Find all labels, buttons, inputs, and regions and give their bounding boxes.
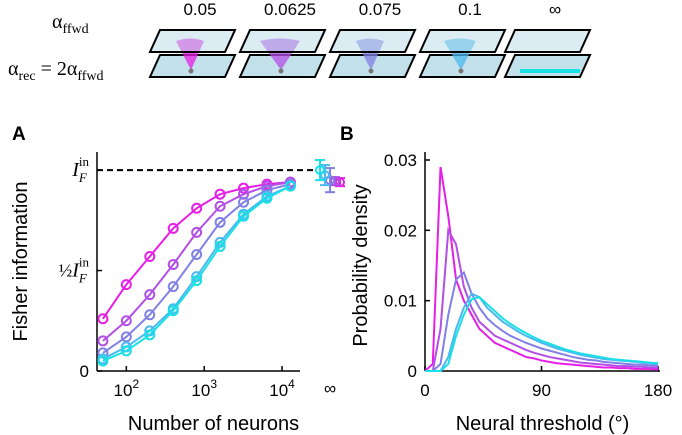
marker: [191, 202, 203, 214]
base: 10: [114, 381, 133, 400]
equals: = 2α: [36, 58, 78, 80]
plane: [238, 29, 327, 53]
tick-label: 0.01: [384, 292, 417, 311]
series-line: [425, 296, 659, 372]
marker: [97, 313, 109, 325]
tick-label: ½IFin: [59, 255, 90, 286]
tick-label: 104: [269, 377, 295, 400]
network-icon: [328, 29, 417, 78]
legend-entry: 0.05: [183, 0, 216, 19]
marker: [214, 240, 226, 252]
marker: [238, 182, 250, 194]
sup: in: [79, 154, 90, 169]
marker: [214, 200, 226, 212]
limit-label: ∞: [324, 379, 336, 398]
symbol: α: [8, 58, 19, 80]
tick-label: 103: [191, 377, 217, 400]
tick-label: 0: [80, 362, 89, 381]
tick-label: 0.02: [384, 221, 417, 240]
marker: [167, 259, 179, 271]
series-line: [424, 166, 659, 372]
plane: [503, 29, 592, 53]
series-line: [425, 226, 658, 372]
cone-tip: [458, 68, 464, 74]
marker: [120, 331, 132, 343]
sup: in: [79, 255, 90, 270]
tick-label: 180: [644, 381, 672, 400]
marker: [144, 309, 156, 321]
legend-entry: 0.075: [359, 0, 402, 19]
base: 10: [191, 381, 210, 400]
marker: [238, 210, 250, 222]
tick-label: 0: [420, 381, 429, 400]
plane: [328, 29, 417, 53]
subscript: ffwd: [62, 22, 88, 37]
marker: [238, 196, 250, 208]
tick-label: 0: [408, 362, 417, 381]
tick-label: IFin: [71, 154, 89, 185]
plane: [148, 29, 237, 53]
base: 10: [269, 381, 288, 400]
plane: [418, 29, 507, 53]
marker: [167, 305, 179, 317]
cone-tip: [278, 68, 284, 74]
marker: [284, 180, 296, 192]
sup: 4: [288, 377, 295, 391]
sup: 2: [132, 377, 139, 391]
marker: [97, 355, 109, 367]
marker: [120, 345, 132, 357]
x-axis-label: Neural threshold (°): [456, 413, 630, 435]
alpha-ffwd-label: αffwd: [52, 11, 89, 37]
marker: [214, 216, 226, 228]
marker: [214, 188, 226, 200]
panel-label: A: [12, 124, 26, 145]
symbol: α: [52, 11, 63, 33]
plane: [503, 54, 592, 78]
marker: [167, 222, 179, 234]
y-axis-label: Fisher information: [10, 181, 32, 341]
base: I: [71, 260, 80, 282]
panel-label: B: [340, 124, 354, 145]
marker: [144, 250, 156, 262]
series-line: [102, 181, 291, 320]
prefix: ½: [59, 261, 73, 281]
sub: F: [78, 170, 88, 185]
subscript: ffwd: [77, 69, 103, 84]
marker: [261, 192, 273, 204]
limit-marker: [315, 165, 325, 176]
network-icon: [148, 29, 237, 78]
series-line: [102, 185, 291, 362]
network-icon: [238, 29, 327, 78]
cone-tip: [188, 68, 194, 74]
tick-label: 0.03: [384, 151, 417, 170]
y-axis-label: Probability density: [350, 184, 372, 346]
network-icon: [503, 29, 592, 78]
marker: [167, 281, 179, 293]
marker: [191, 226, 203, 238]
tick-label: 102: [114, 377, 140, 400]
marker: [144, 329, 156, 341]
sub: F: [78, 271, 88, 286]
x-axis-label: Number of neurons: [128, 413, 299, 435]
sup: 3: [210, 377, 217, 391]
marker: [191, 275, 203, 287]
marker: [191, 248, 203, 260]
marker: [120, 279, 132, 291]
subscript: rec: [18, 69, 35, 84]
tick-label: 90: [532, 381, 551, 400]
series-line: [102, 183, 291, 354]
series-line: [425, 270, 658, 372]
legend-entry: 0.0625: [264, 0, 316, 19]
legend-entry: 0.1: [458, 0, 482, 19]
legend-entry: ∞: [549, 0, 561, 19]
base: I: [71, 159, 80, 181]
marker: [144, 289, 156, 301]
alpha-rec-label: αrec = 2αffwd: [8, 58, 104, 84]
network-icon: [418, 29, 507, 78]
cone-tip: [368, 68, 374, 74]
marker: [120, 315, 132, 327]
series-line: [102, 181, 291, 342]
marker: [97, 335, 109, 347]
